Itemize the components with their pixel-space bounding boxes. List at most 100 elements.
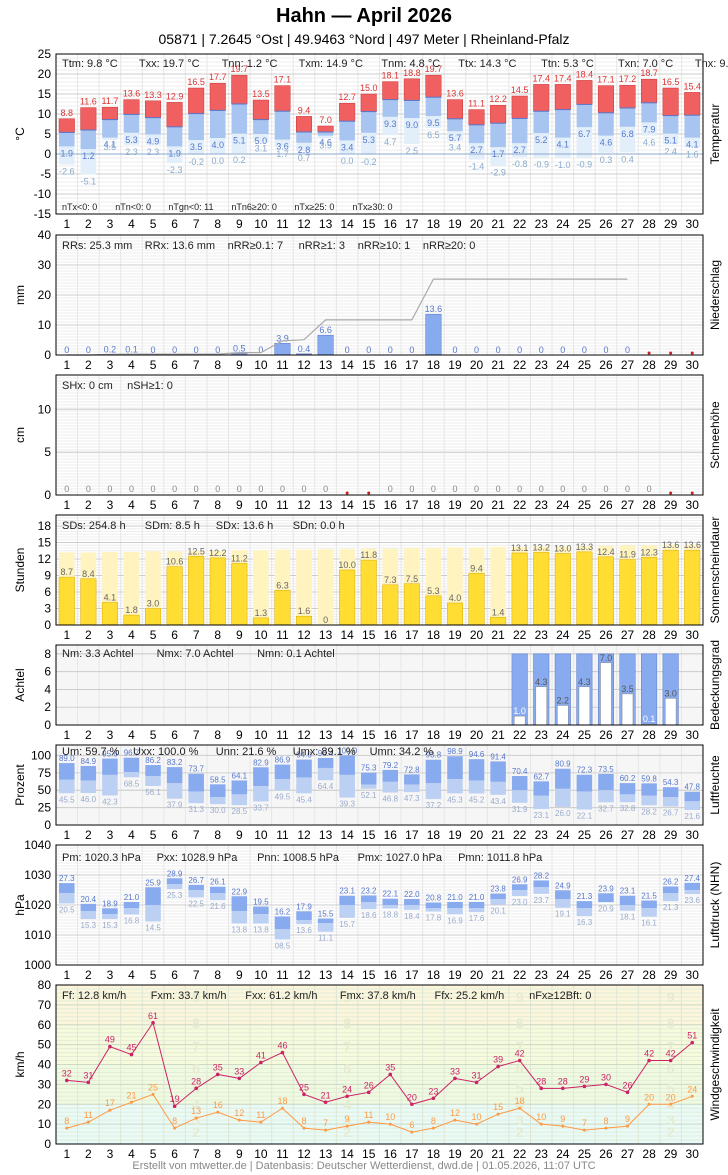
beaufort-number: 7 <box>192 1039 200 1055</box>
x-tick-label: 29 <box>664 628 678 642</box>
sun-bar <box>403 583 420 626</box>
data-label: 21.6 <box>210 902 226 911</box>
sun-bar <box>101 602 118 626</box>
plot-border <box>55 53 704 215</box>
footer: Erstellt von mtwetter.de | Datenbasis: D… <box>132 1160 596 1172</box>
data-label: 7.0 <box>319 115 332 125</box>
x-tick-label: 9 <box>236 358 243 372</box>
sun-bar <box>576 551 593 626</box>
x-tick-label: 25 <box>578 728 592 742</box>
data-label: 12.9 <box>166 91 184 101</box>
data-label: 2.2 <box>557 695 570 705</box>
data-label: -0.2 <box>361 157 377 167</box>
cloud-mean-bar <box>664 698 677 726</box>
data-label: 9.3 <box>384 119 397 129</box>
x-tick-label: 21 <box>491 217 505 231</box>
x-tick-label: 20 <box>470 968 484 982</box>
gust-point <box>172 1104 177 1109</box>
data-label: 0.1 <box>125 345 138 355</box>
x-tick-label: 30 <box>686 217 700 231</box>
humidity-upper-bar <box>555 768 571 789</box>
x-tick-label: 15 <box>362 498 376 512</box>
x-tick-label: 23 <box>535 1147 549 1161</box>
stat-label: Nm: 3.3 Achtel <box>62 648 134 660</box>
data-label: 17.7 <box>209 72 227 82</box>
stat-label: nRR≥20: 0 <box>423 240 476 252</box>
data-label: 4.6 <box>600 138 613 148</box>
sun-bar <box>188 556 205 626</box>
data-label: 64.1 <box>232 771 248 780</box>
x-tick-label: 7 <box>193 968 200 982</box>
tmean-bar <box>641 102 657 123</box>
pressure-lower-bar <box>80 911 97 920</box>
x-tick-label: 28 <box>642 728 656 742</box>
y-axis-label: Achtel <box>13 668 27 701</box>
data-label: -1.4 <box>469 162 485 172</box>
beaufort-number: 7 <box>343 1039 351 1055</box>
data-label: 94.0 <box>296 751 312 760</box>
data-label: 19.7 <box>425 64 443 74</box>
tmean-bar <box>404 100 420 118</box>
x-tick-label: 11 <box>276 217 289 231</box>
beaufort-number: 9 <box>192 989 200 1005</box>
sun-bar <box>554 553 571 626</box>
data-label: 23.0 <box>512 898 528 907</box>
data-label: 7.3 <box>384 575 397 585</box>
x-tick-label: 12 <box>297 628 311 642</box>
data-label: 11 <box>364 1110 373 1120</box>
data-label: 16.5 <box>662 77 680 87</box>
tmax-bar <box>274 85 291 112</box>
gust-point <box>410 1102 414 1107</box>
data-label: 18 <box>277 1096 287 1106</box>
x-tick-label: 24 <box>556 968 570 982</box>
tground-bar <box>555 137 571 158</box>
pressure-upper-bar <box>339 895 355 905</box>
humidity-upper-bar <box>59 763 75 780</box>
pressure-upper-bar <box>641 900 657 908</box>
x-tick-label: 4 <box>128 217 135 231</box>
x-tick-label: 16 <box>384 1147 398 1161</box>
data-label: 19 <box>170 1094 180 1104</box>
x-tick-label: 27 <box>621 728 635 742</box>
x-tick-label: 17 <box>405 498 419 512</box>
data-label: 0 <box>280 484 285 494</box>
tground-bar <box>274 139 291 148</box>
x-tick-label: 26 <box>599 217 613 231</box>
stat-label: Um: 59.7 % <box>62 746 120 758</box>
tground-bar <box>80 149 97 175</box>
tmean-bar <box>102 119 118 138</box>
y-tick-label: 0 <box>44 488 51 502</box>
tmax-bar <box>662 87 679 116</box>
stat-label: RRx: 13.6 mm <box>145 240 215 252</box>
humidity-lower-bar <box>339 774 355 798</box>
stat-label: nTx≥30: 0 <box>353 202 393 212</box>
x-tick-label: 29 <box>664 1147 678 1161</box>
tground-bar <box>59 146 75 165</box>
x-tick-label: 7 <box>193 828 200 842</box>
humidity-upper-bar <box>80 765 97 781</box>
data-label: 27.3 <box>59 874 75 883</box>
data-label: 0 <box>582 484 587 494</box>
tmax-bar <box>403 78 420 101</box>
pressure-upper-bar <box>317 918 334 923</box>
data-label: 42 <box>644 1049 654 1059</box>
tmean-bar <box>145 117 161 135</box>
gust-point <box>668 1058 673 1063</box>
data-label: 0 <box>345 345 350 355</box>
data-label: 27.4 <box>684 874 700 883</box>
x-tick-label: 30 <box>686 968 700 982</box>
data-label: 4.0 <box>449 593 462 603</box>
x-tick-label: 28 <box>642 628 656 642</box>
tmean-bar <box>555 109 571 138</box>
data-label: 72.3 <box>577 766 593 775</box>
data-label: 0 <box>409 484 414 494</box>
x-tick-label: 10 <box>254 628 268 642</box>
y-tick-label: -10 <box>34 187 52 201</box>
data-label: 45.3 <box>447 795 463 804</box>
data-label: 20 <box>666 1092 676 1102</box>
sun-bar <box>166 566 183 626</box>
data-label: 32.7 <box>598 804 614 813</box>
sun-bar <box>209 557 226 626</box>
mean-wind-point <box>669 1102 673 1106</box>
x-tick-label: 6 <box>171 728 178 742</box>
